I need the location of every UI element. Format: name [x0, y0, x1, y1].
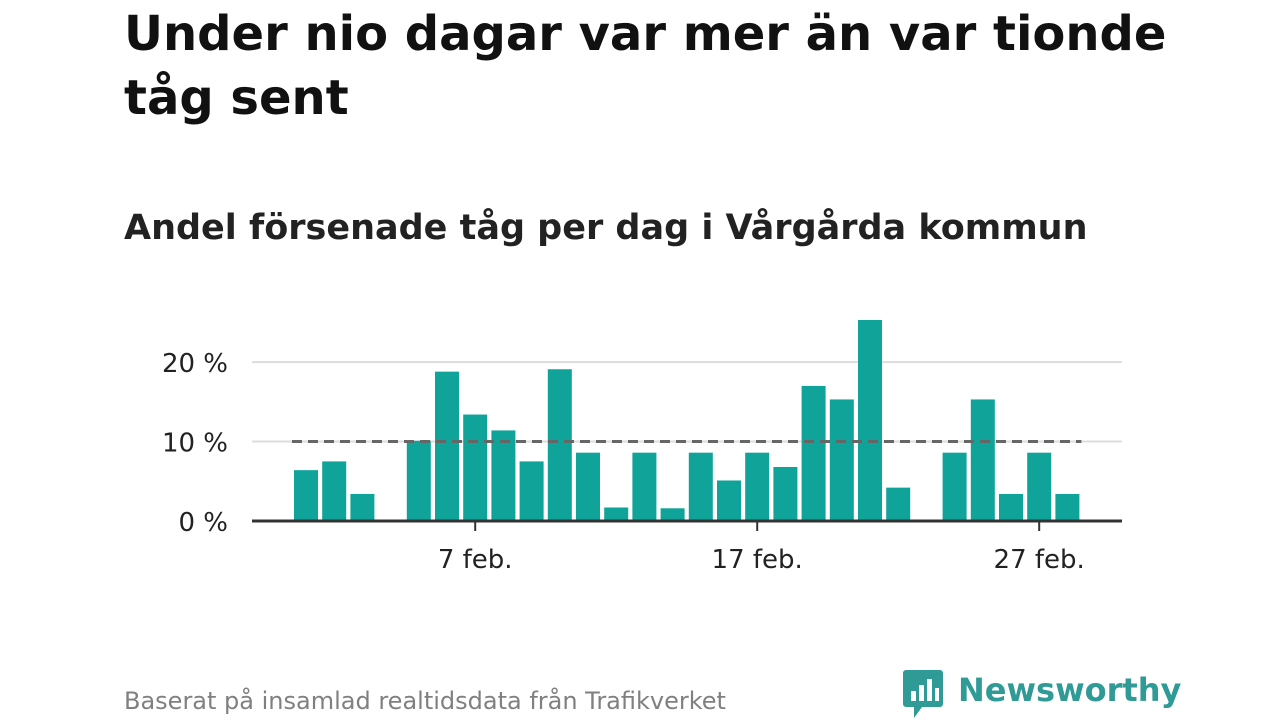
brand: Newsworthy [902, 668, 1181, 720]
bar-7feb [463, 414, 488, 521]
bar-1feb [294, 470, 318, 521]
newsworthy-logo-icon [903, 670, 943, 718]
bar-5feb [406, 440, 431, 521]
bar-24feb [942, 452, 967, 521]
bar-13feb [632, 452, 657, 521]
bar-15feb [688, 452, 713, 521]
bar-2feb [322, 461, 347, 521]
x-tick-label: 7 feb. [438, 545, 513, 575]
bar-22feb [886, 487, 911, 521]
bar-10feb [547, 369, 572, 521]
bar-17feb [745, 452, 770, 521]
bar-20feb [829, 399, 854, 521]
bar-28feb [1055, 493, 1080, 521]
bar-3feb [350, 493, 375, 521]
bar-25feb [970, 399, 995, 521]
bar-19feb [801, 385, 826, 521]
bar-11feb [576, 452, 600, 521]
bar-9feb [519, 461, 544, 521]
bar-27feb [1027, 452, 1052, 521]
x-tick-label: 27 feb. [994, 545, 1085, 575]
x-tick-label: 17 feb. [712, 545, 803, 575]
bar-12feb [604, 507, 629, 521]
brand-name: Newsworthy [958, 671, 1182, 709]
chart-subtitle: Andel försenade tåg per dag i Vårgårda k… [124, 208, 1088, 248]
chart-title: Under nio dagar var mer än var tionde tå… [124, 6, 1167, 126]
bar-16feb [717, 480, 741, 521]
bar-26feb [999, 493, 1023, 521]
bar-6feb [435, 371, 459, 521]
y-tick-label: 10 % [162, 429, 228, 459]
y-tick-label: 0 % [178, 508, 228, 538]
bar-21feb [858, 320, 882, 521]
bar-18feb [773, 466, 798, 521]
y-tick-label: 20 % [162, 349, 228, 379]
bar-14feb [660, 508, 685, 521]
bar-8feb [491, 430, 516, 521]
source-note: Baserat på insamlad realtidsdata från Tr… [124, 687, 726, 715]
